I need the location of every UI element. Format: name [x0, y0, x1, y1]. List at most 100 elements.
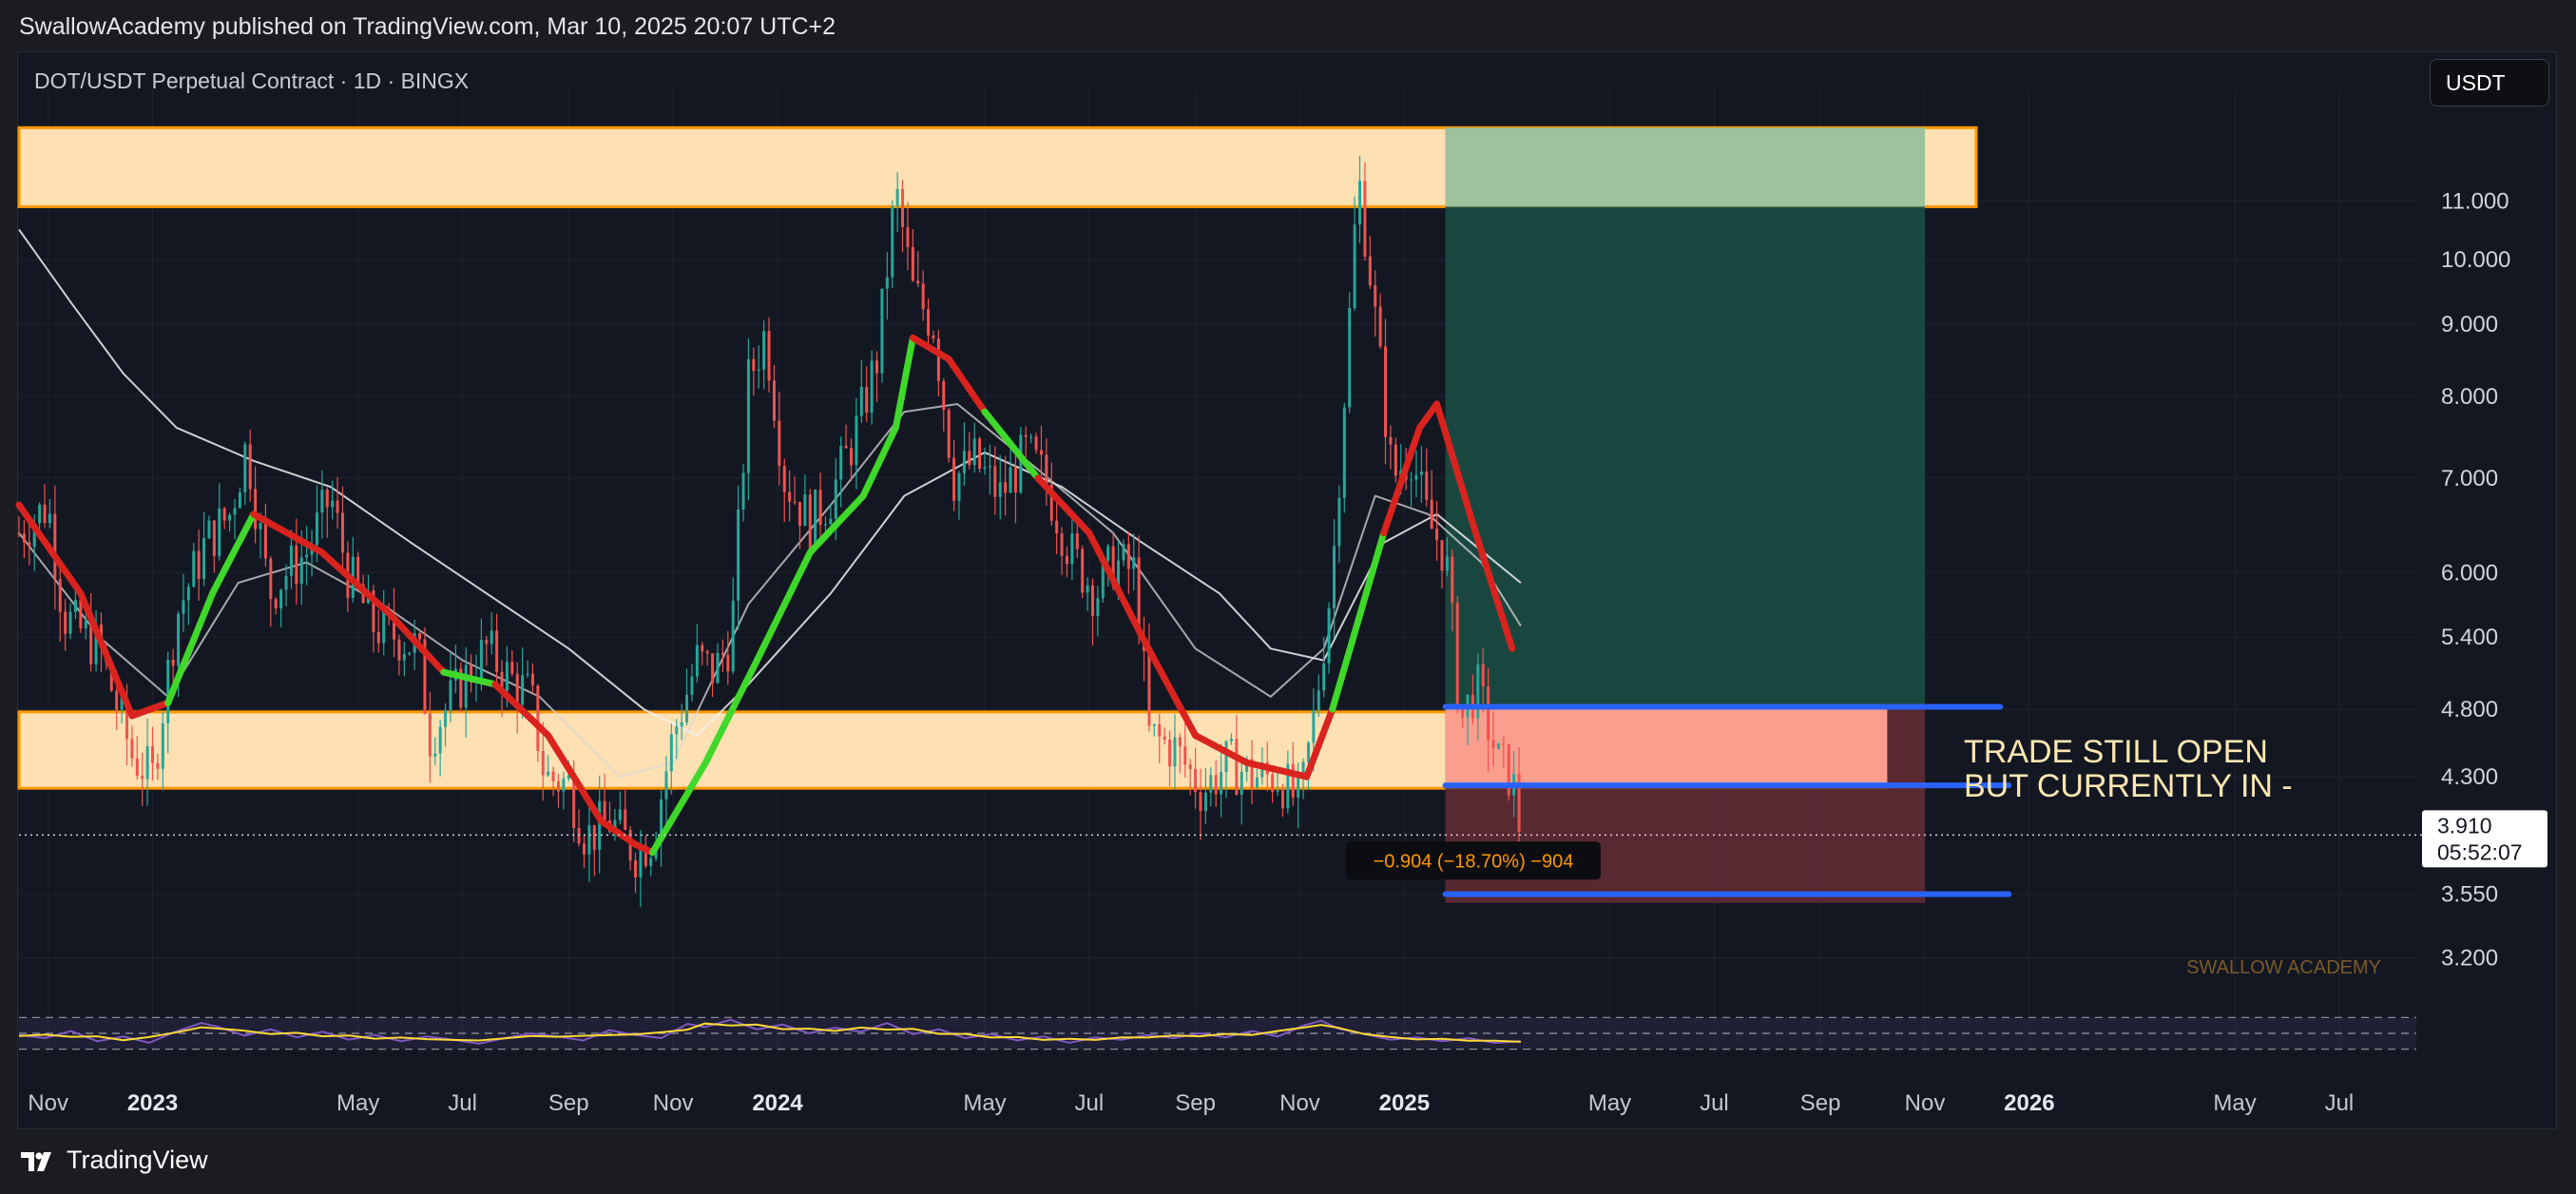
candle-body: [408, 652, 412, 655]
candle-body: [1126, 544, 1130, 569]
candle-body: [1276, 790, 1279, 792]
candle-body: [1363, 181, 1367, 257]
candle-body: [526, 673, 529, 676]
trend-segment: [1192, 732, 1251, 766]
candle-body: [1419, 472, 1423, 475]
trend-segment: [1086, 530, 1146, 641]
candle-body: [716, 652, 720, 684]
candle-body: [1451, 556, 1454, 604]
candle-body: [274, 599, 278, 609]
rsi-pane: [18, 1016, 2416, 1050]
candle-body: [1075, 533, 1079, 549]
candle-body: [315, 512, 318, 546]
candle-body: [1152, 723, 1156, 726]
chart-frame: [17, 51, 2557, 1129]
candle-body: [762, 331, 766, 370]
candle-body: [1425, 472, 1429, 500]
candle-body: [1183, 746, 1187, 765]
candle-body: [782, 466, 786, 492]
candle-body: [921, 283, 925, 310]
candle-body: [906, 226, 910, 247]
candle-body: [490, 630, 493, 645]
candle-body: [485, 640, 489, 645]
candle-body: [834, 479, 837, 519]
candle-body: [299, 557, 303, 585]
pnl-label-box: [1346, 841, 1601, 880]
tradingview-logo[interactable]: TradingView: [19, 1146, 208, 1175]
candle-body: [628, 830, 632, 861]
time-tick-label: May: [1588, 1090, 1631, 1116]
candle-body: [1086, 585, 1089, 593]
time-axis: Nov 2023 May Jul Sep Nov 2024 May Jul Sep Nov 2025 M…: [28, 1090, 2354, 1116]
candle-body: [942, 381, 946, 411]
candle-body: [212, 520, 216, 556]
candle-body: [932, 335, 935, 339]
candle-body: [757, 369, 760, 372]
time-tick-label: 2025: [1379, 1090, 1430, 1116]
candle-body: [1178, 737, 1182, 747]
candle-body: [1337, 497, 1341, 547]
trend-segment: [128, 699, 172, 720]
candle-body: [372, 590, 375, 632]
candle-body: [1090, 585, 1094, 616]
candle-body: [1327, 607, 1331, 664]
candle-body: [978, 438, 982, 470]
candle-body: [1414, 474, 1418, 480]
candle-body: [598, 800, 602, 850]
candle-body: [1049, 484, 1053, 521]
candle-body: [254, 489, 258, 530]
candle-body: [1301, 761, 1305, 778]
candle-body: [556, 780, 560, 792]
watermark: SWALLOW ACADEMY: [2186, 957, 2381, 978]
candle-body: [115, 690, 119, 710]
candle-body: [397, 639, 401, 661]
candle-body: [279, 589, 283, 609]
candle-body: [382, 607, 386, 644]
candle-body: [1013, 467, 1017, 493]
candle-body: [1240, 771, 1243, 795]
last-price-value: 3.910: [2437, 813, 2492, 838]
candle-body: [1312, 710, 1316, 743]
loss-zone-overlap: [1445, 706, 1888, 789]
currency-button[interactable]: USDT: [2430, 59, 2549, 106]
candle-body: [972, 438, 976, 466]
candle-body: [1235, 739, 1239, 795]
candle-body: [1188, 764, 1192, 769]
candle-body: [875, 360, 879, 374]
candle-body: [778, 420, 781, 467]
candle-body: [788, 491, 792, 502]
rsi-signal-line: [18, 1022, 1521, 1043]
trend-segment: [209, 510, 258, 597]
candle-body: [336, 500, 339, 513]
candle-body: [927, 309, 931, 336]
candle-body: [1034, 436, 1038, 451]
tradingview-logo-icon: [21, 1151, 51, 1171]
time-tick-label: Jul: [1700, 1090, 1729, 1116]
candle-body: [1168, 740, 1172, 767]
candle-body: [844, 445, 848, 449]
candle-body: [1491, 740, 1495, 749]
candle-body: [1137, 557, 1141, 636]
price-tick-label: 9.000: [2441, 312, 2498, 337]
time-tick-label: Jul: [1075, 1090, 1105, 1116]
candle-body: [541, 751, 545, 776]
candle-body: [94, 624, 98, 664]
time-tick-label: Sep: [1800, 1090, 1841, 1116]
candle-body: [1101, 560, 1105, 599]
candle-body: [48, 513, 51, 524]
candle-body: [690, 676, 694, 695]
candle-body: [89, 621, 93, 664]
trend-segment: [1433, 400, 1476, 528]
candle-body: [248, 444, 252, 490]
candle-body: [125, 697, 128, 740]
candle-body: [572, 775, 576, 828]
candle-body: [1250, 759, 1254, 788]
trend-segment: [892, 334, 916, 432]
time-tick-label: May: [336, 1090, 379, 1116]
candle-body: [957, 472, 961, 501]
candle-body: [1224, 741, 1228, 773]
candle-body: [741, 472, 745, 510]
candle-body: [664, 771, 668, 799]
